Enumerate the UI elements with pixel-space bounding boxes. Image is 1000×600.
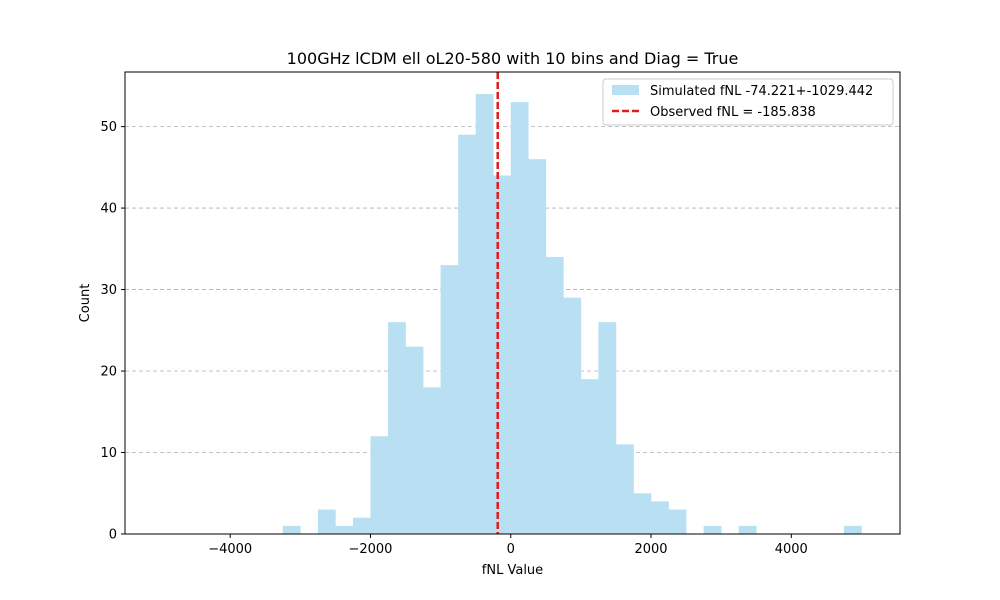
histogram-bar bbox=[615, 444, 634, 534]
legend-box bbox=[602, 78, 894, 126]
y-axis-ticks: 0 10 20 30 40 50 bbox=[100, 120, 125, 543]
histogram-bar bbox=[317, 509, 336, 534]
histogram-bars bbox=[282, 94, 862, 535]
histogram-bar bbox=[458, 134, 476, 535]
y-tick-label: 10 bbox=[100, 446, 117, 461]
histogram-bar bbox=[598, 322, 617, 534]
y-axis-label: Count bbox=[78, 284, 93, 323]
y-tick-label: 50 bbox=[100, 120, 117, 135]
plot-frame bbox=[124, 71, 901, 535]
x-tick-label: 0 bbox=[507, 542, 515, 557]
x-tick-label: −4000 bbox=[208, 542, 252, 557]
histogram-bar bbox=[335, 525, 354, 534]
x-tick-label: −2000 bbox=[348, 542, 392, 557]
histogram-bar bbox=[633, 493, 652, 534]
histogram-bar bbox=[703, 525, 722, 534]
histogram-bar bbox=[668, 509, 687, 534]
x-tick-label: 2000 bbox=[634, 542, 667, 557]
histogram-bar bbox=[528, 159, 547, 534]
histogram-bar bbox=[843, 525, 862, 534]
legend-swatch-simulated bbox=[612, 85, 639, 95]
histogram-bar bbox=[282, 525, 301, 534]
y-tick-label: 20 bbox=[100, 365, 117, 380]
y-tick-label: 0 bbox=[109, 528, 117, 543]
x-axis-label: fNL Value bbox=[482, 563, 543, 578]
histogram-bar bbox=[580, 379, 599, 534]
histogram-bar bbox=[440, 265, 459, 534]
y-tick-label: 30 bbox=[100, 283, 117, 298]
histogram-bar bbox=[352, 517, 371, 534]
histogram-bar bbox=[388, 322, 406, 534]
legend: Simulated fNL -74.221+-1029.442 Observed… bbox=[602, 78, 894, 126]
legend-label-simulated: Simulated fNL -74.221+-1029.442 bbox=[650, 84, 873, 99]
histogram-bar bbox=[370, 436, 389, 534]
histogram-bar bbox=[493, 175, 512, 534]
legend-label-observed: Observed fNL = -185.838 bbox=[650, 105, 816, 120]
x-axis-ticks: −4000 −2000 0 2000 4000 bbox=[208, 534, 808, 557]
x-tick-label: 4000 bbox=[775, 542, 808, 557]
histogram-bar bbox=[405, 346, 424, 534]
histogram-bar bbox=[475, 94, 494, 534]
histogram-bar bbox=[563, 297, 582, 534]
histogram-bar bbox=[738, 525, 757, 534]
histogram-bar bbox=[423, 387, 441, 534]
chart-title: 100GHz lCDM ell oL20-580 with 10 bins an… bbox=[287, 49, 739, 68]
histogram-bar bbox=[545, 256, 564, 534]
histogram-bar bbox=[510, 102, 529, 535]
histogram-bar bbox=[651, 501, 669, 534]
y-tick-label: 40 bbox=[100, 202, 117, 217]
